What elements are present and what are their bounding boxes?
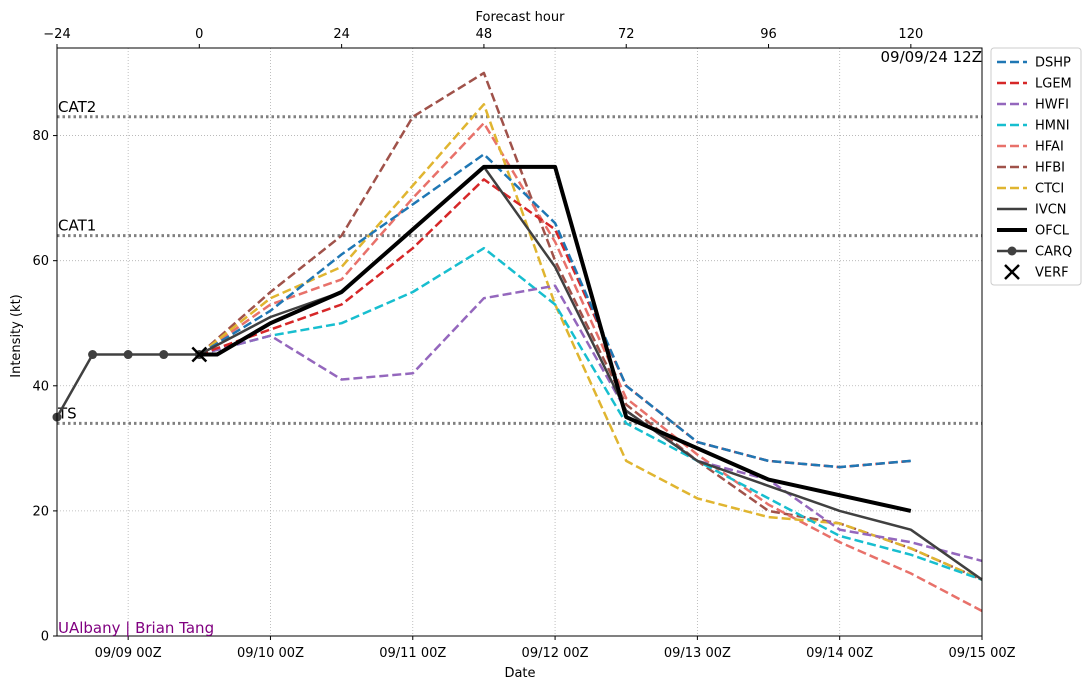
top-tick-label: 0 — [195, 27, 203, 42]
series-line-dshp — [198, 153, 911, 469]
top-tick-label: 96 — [760, 27, 777, 42]
y-tick-label: 40 — [32, 379, 49, 394]
threshold-label-cat2: CAT2 — [58, 98, 96, 116]
threshold-label-cat1: CAT1 — [58, 217, 96, 235]
y-tick-label: 20 — [32, 504, 49, 519]
legend-label-ctci: CTCI — [1035, 182, 1064, 197]
top-tick-label: 48 — [476, 27, 493, 42]
legend-swatch-verf — [1004, 264, 1020, 280]
top-tick-label: 72 — [618, 27, 635, 42]
y-tick-label: 80 — [32, 129, 49, 144]
legend-frame — [990, 47, 1082, 286]
plot-frame — [56, 47, 983, 637]
legend-label-hmni: HMNI — [1035, 119, 1070, 134]
series-line-ctci — [198, 103, 983, 581]
series-line-ivcn — [198, 165, 983, 581]
x-tick-label: 09/11 00Z — [379, 646, 446, 661]
legend: DSHP LGEM HWFI HMNI HFAI HFBI CTCI IVCN OFCL CARQ… — [990, 47, 1082, 286]
legend-label-lgem: LGEM — [1035, 77, 1072, 92]
legend-marker-carq — [1007, 246, 1017, 256]
series-line-hmni — [198, 246, 983, 581]
x-tick-label: 09/12 00Z — [522, 646, 589, 661]
legend-label-hfbi: HFBI — [1035, 161, 1065, 176]
legend-label-dshp: DSHP — [1035, 56, 1071, 71]
series-line-ofcl — [199, 164, 912, 513]
top-tick-label: 120 — [898, 27, 923, 42]
legend-label-carq: CARQ — [1035, 245, 1072, 260]
intensity-axis-label: Intensity (kt) — [9, 294, 24, 377]
date-axis: 09/09 00Z 09/10 00Z 09/11 00Z 09/12 00Z 09/1… — [95, 636, 1016, 661]
forecast-hour-axis: −24 0 24 48 72 96 120 — [43, 27, 923, 48]
forecast-series — [52, 71, 983, 613]
legend-label-hfai: HFAI — [1035, 140, 1064, 155]
top-tick-label: −24 — [43, 27, 70, 42]
series-point-carq — [123, 350, 133, 360]
credit-label: UAlbany | Brian Tang — [58, 619, 214, 637]
date-axis-label: Date — [504, 666, 535, 681]
x-tick-label: 09/09 00Z — [95, 646, 162, 661]
legend-label-ivcn: IVCN — [1035, 203, 1067, 218]
x-tick-label: 09/10 00Z — [237, 646, 304, 661]
x-tick-label: 09/13 00Z — [664, 646, 731, 661]
grid-lines — [57, 48, 983, 637]
forecast-hour-axis-label: Forecast hour — [476, 10, 566, 25]
series-line-hfai — [198, 121, 983, 613]
series-line-hwfi — [198, 284, 983, 563]
intensity-axis: 0 20 40 60 80 — [32, 129, 57, 645]
y-tick-label: 0 — [41, 630, 49, 645]
y-tick-label: 60 — [32, 254, 49, 269]
series-point-verf — [191, 346, 208, 363]
legend-label-ofcl: OFCL — [1035, 224, 1070, 239]
x-tick-label: 09/14 00Z — [806, 646, 873, 661]
legend-label-verf: VERF — [1035, 266, 1069, 281]
series-point-carq — [159, 350, 169, 360]
series-point-carq — [88, 350, 98, 360]
x-tick-label: 09/15 00Z — [948, 646, 1015, 661]
top-tick-label: 24 — [333, 27, 350, 42]
legend-label-hwfi: HWFI — [1035, 98, 1069, 113]
init-time-label: 09/09/24 12Z — [881, 48, 983, 66]
